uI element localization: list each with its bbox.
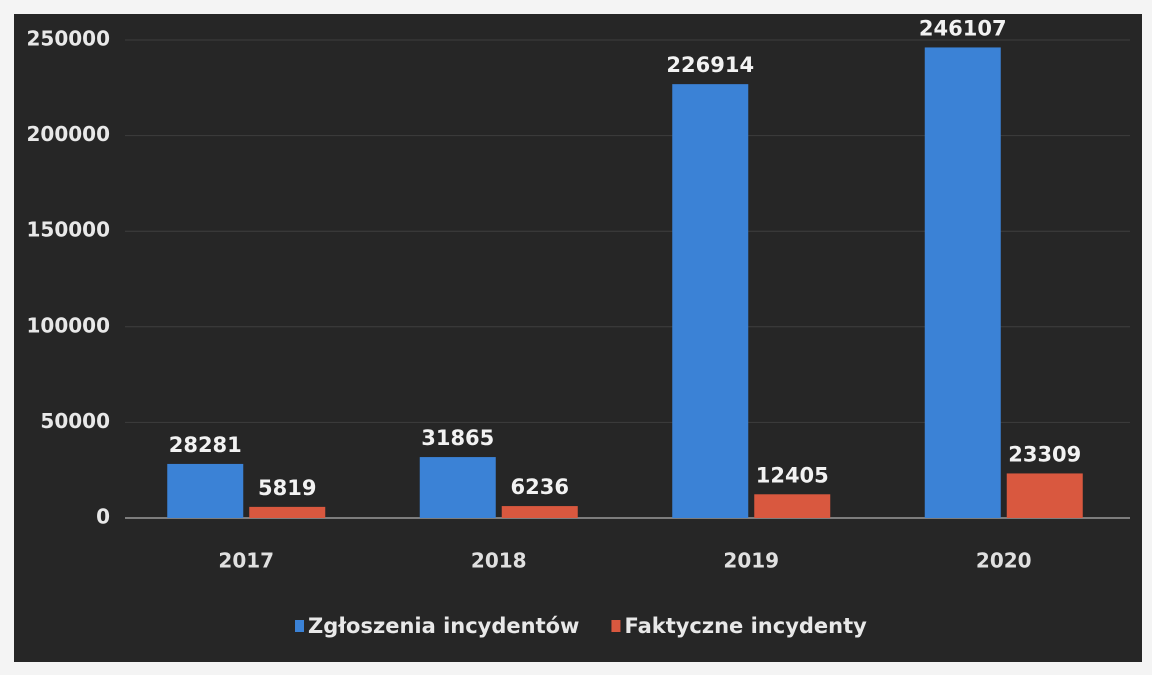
data-label: 12405: [756, 463, 829, 487]
data-label: 31865: [421, 426, 494, 450]
x-tick-label: 2017: [218, 549, 274, 573]
y-tick-label: 200000: [27, 122, 111, 146]
data-label: 23309: [1008, 442, 1081, 466]
bar: [672, 84, 749, 518]
bar: [924, 47, 1001, 518]
y-tick-label: 100000: [27, 313, 111, 337]
data-label: 5819: [258, 476, 316, 500]
bar: [249, 506, 326, 518]
y-tick-label: 150000: [27, 218, 111, 242]
legend-label: Faktyczne incydenty: [624, 614, 867, 638]
x-tick-label: 2019: [723, 549, 779, 573]
y-tick-label: 250000: [27, 27, 111, 51]
legend-label: Zgłoszenia incydentów: [308, 614, 579, 638]
y-tick-label: 0: [96, 505, 110, 529]
legend-swatch: [295, 620, 304, 632]
bar: [1006, 473, 1083, 518]
data-label: 28281: [169, 433, 242, 457]
x-tick-label: 2020: [976, 549, 1032, 573]
x-tick-label: 2018: [471, 549, 527, 573]
bar: [167, 463, 244, 518]
bar: [419, 457, 496, 518]
bar: [754, 494, 831, 518]
data-label: 226914: [666, 53, 754, 77]
legend-swatch: [611, 620, 621, 632]
data-label: 246107: [919, 16, 1007, 40]
bar: [501, 506, 578, 518]
y-tick-label: 50000: [40, 409, 110, 433]
data-label: 6236: [511, 475, 569, 499]
